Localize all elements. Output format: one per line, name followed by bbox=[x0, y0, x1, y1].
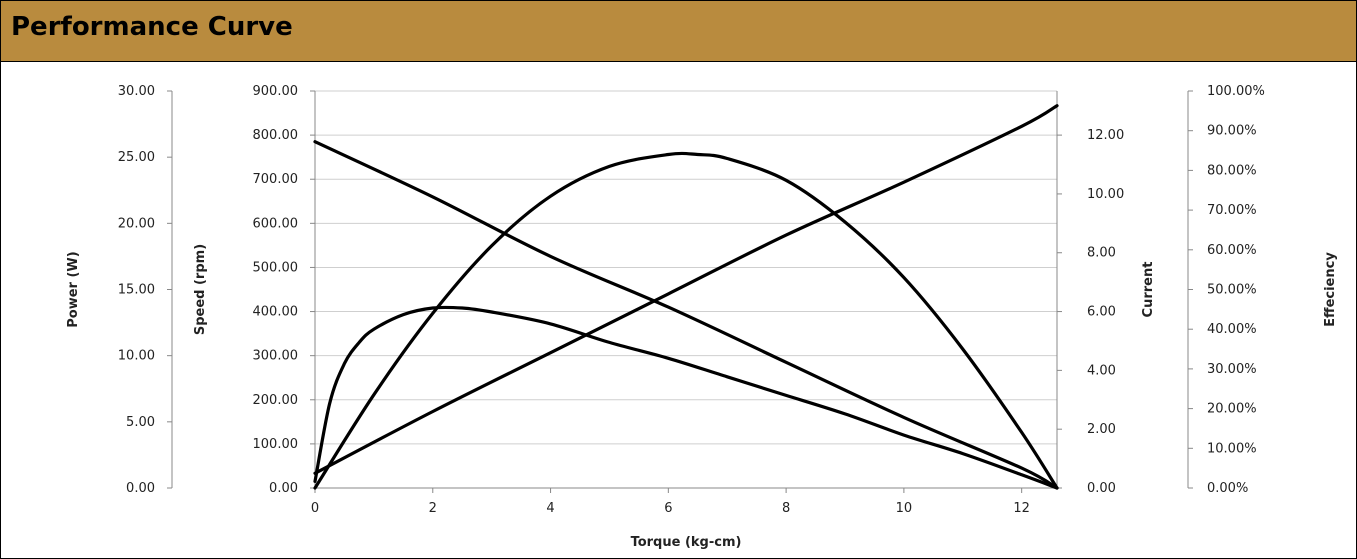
current-tick-label: 4.00 bbox=[1087, 363, 1116, 378]
power-tick-label: 5.00 bbox=[126, 415, 155, 430]
speed-tick-label: 800.00 bbox=[253, 128, 299, 143]
efficiency-tick-label: 50.00% bbox=[1207, 283, 1257, 298]
speed-tick-label: 400.00 bbox=[253, 305, 299, 320]
efficiency-axis-title: Effeciency bbox=[1323, 252, 1338, 327]
x-tick-label: 0 bbox=[311, 501, 319, 516]
efficiency-tick-label: 10.00% bbox=[1207, 441, 1257, 456]
current-tick-label: 10.00 bbox=[1087, 187, 1124, 202]
power-tick-label: 30.00 bbox=[118, 84, 155, 99]
efficiency-tick-label: 40.00% bbox=[1207, 322, 1257, 337]
efficiency-tick-label: 60.00% bbox=[1207, 243, 1257, 258]
efficiency-tick-label: 90.00% bbox=[1207, 124, 1257, 139]
speed-series-line bbox=[313, 140, 1059, 490]
speed-tick-label: 600.00 bbox=[253, 216, 299, 231]
speed-axis-title: Speed (rpm) bbox=[193, 244, 208, 335]
power-series-line bbox=[313, 305, 1059, 490]
speed-tick-label: 200.00 bbox=[253, 393, 299, 408]
x-tick-label: 6 bbox=[664, 501, 672, 516]
x-tick-label: 10 bbox=[896, 501, 913, 516]
current-series-line bbox=[313, 104, 1059, 475]
power-tick-label: 20.00 bbox=[118, 216, 155, 231]
current-tick-label: 12.00 bbox=[1087, 128, 1124, 143]
panel-title: Performance Curve bbox=[11, 12, 293, 42]
current-tick-label: 6.00 bbox=[1087, 305, 1116, 320]
series-lines bbox=[313, 104, 1059, 490]
speed-tick-label: 500.00 bbox=[253, 260, 299, 275]
efficiency-tick-label: 80.00% bbox=[1207, 163, 1257, 178]
efficiency-tick-label: 100.00% bbox=[1207, 84, 1265, 99]
current-tick-label: 2.00 bbox=[1087, 422, 1116, 437]
speed-tick-label: 100.00 bbox=[253, 437, 299, 452]
axes bbox=[167, 90, 1193, 493]
x-tick-label: 8 bbox=[782, 501, 790, 516]
speed-tick-label: 900.00 bbox=[253, 84, 299, 99]
power-tick-label: 25.00 bbox=[118, 150, 155, 165]
tick-labels: 0.00 2.00 4.00 6.00 8.00 10.00 12.00 0.00 5.00 10… bbox=[66, 84, 1338, 550]
efficiency-tick-label: 20.00% bbox=[1207, 402, 1257, 417]
efficiency-tick-label: 30.00% bbox=[1207, 362, 1257, 377]
current-tick-label: 0.00 bbox=[1087, 481, 1116, 496]
power-tick-label: 15.00 bbox=[118, 283, 155, 298]
x-tick-label: 12 bbox=[1013, 501, 1030, 516]
efficiency-tick-label: 0.00% bbox=[1207, 481, 1248, 496]
x-tick-label: 4 bbox=[546, 501, 554, 516]
power-axis-title: Power (W) bbox=[66, 251, 81, 327]
efficiency-series-line bbox=[313, 151, 1059, 490]
speed-tick-label: 700.00 bbox=[253, 172, 299, 187]
speed-tick-label: 300.00 bbox=[253, 349, 299, 364]
power-tick-label: 0.00 bbox=[126, 481, 155, 496]
gridlines bbox=[315, 90, 1057, 489]
current-tick-label: 8.00 bbox=[1087, 246, 1116, 261]
current-axis-title: Current bbox=[1141, 262, 1156, 318]
x-tick-label: 2 bbox=[429, 501, 437, 516]
speed-tick-label: 0.00 bbox=[269, 481, 298, 496]
efficiency-tick-label: 70.00% bbox=[1207, 203, 1257, 218]
x-axis-title: Torque (kg-cm) bbox=[631, 535, 742, 550]
panel-header: Performance Curve bbox=[1, 1, 1356, 62]
power-tick-label: 10.00 bbox=[118, 349, 155, 364]
